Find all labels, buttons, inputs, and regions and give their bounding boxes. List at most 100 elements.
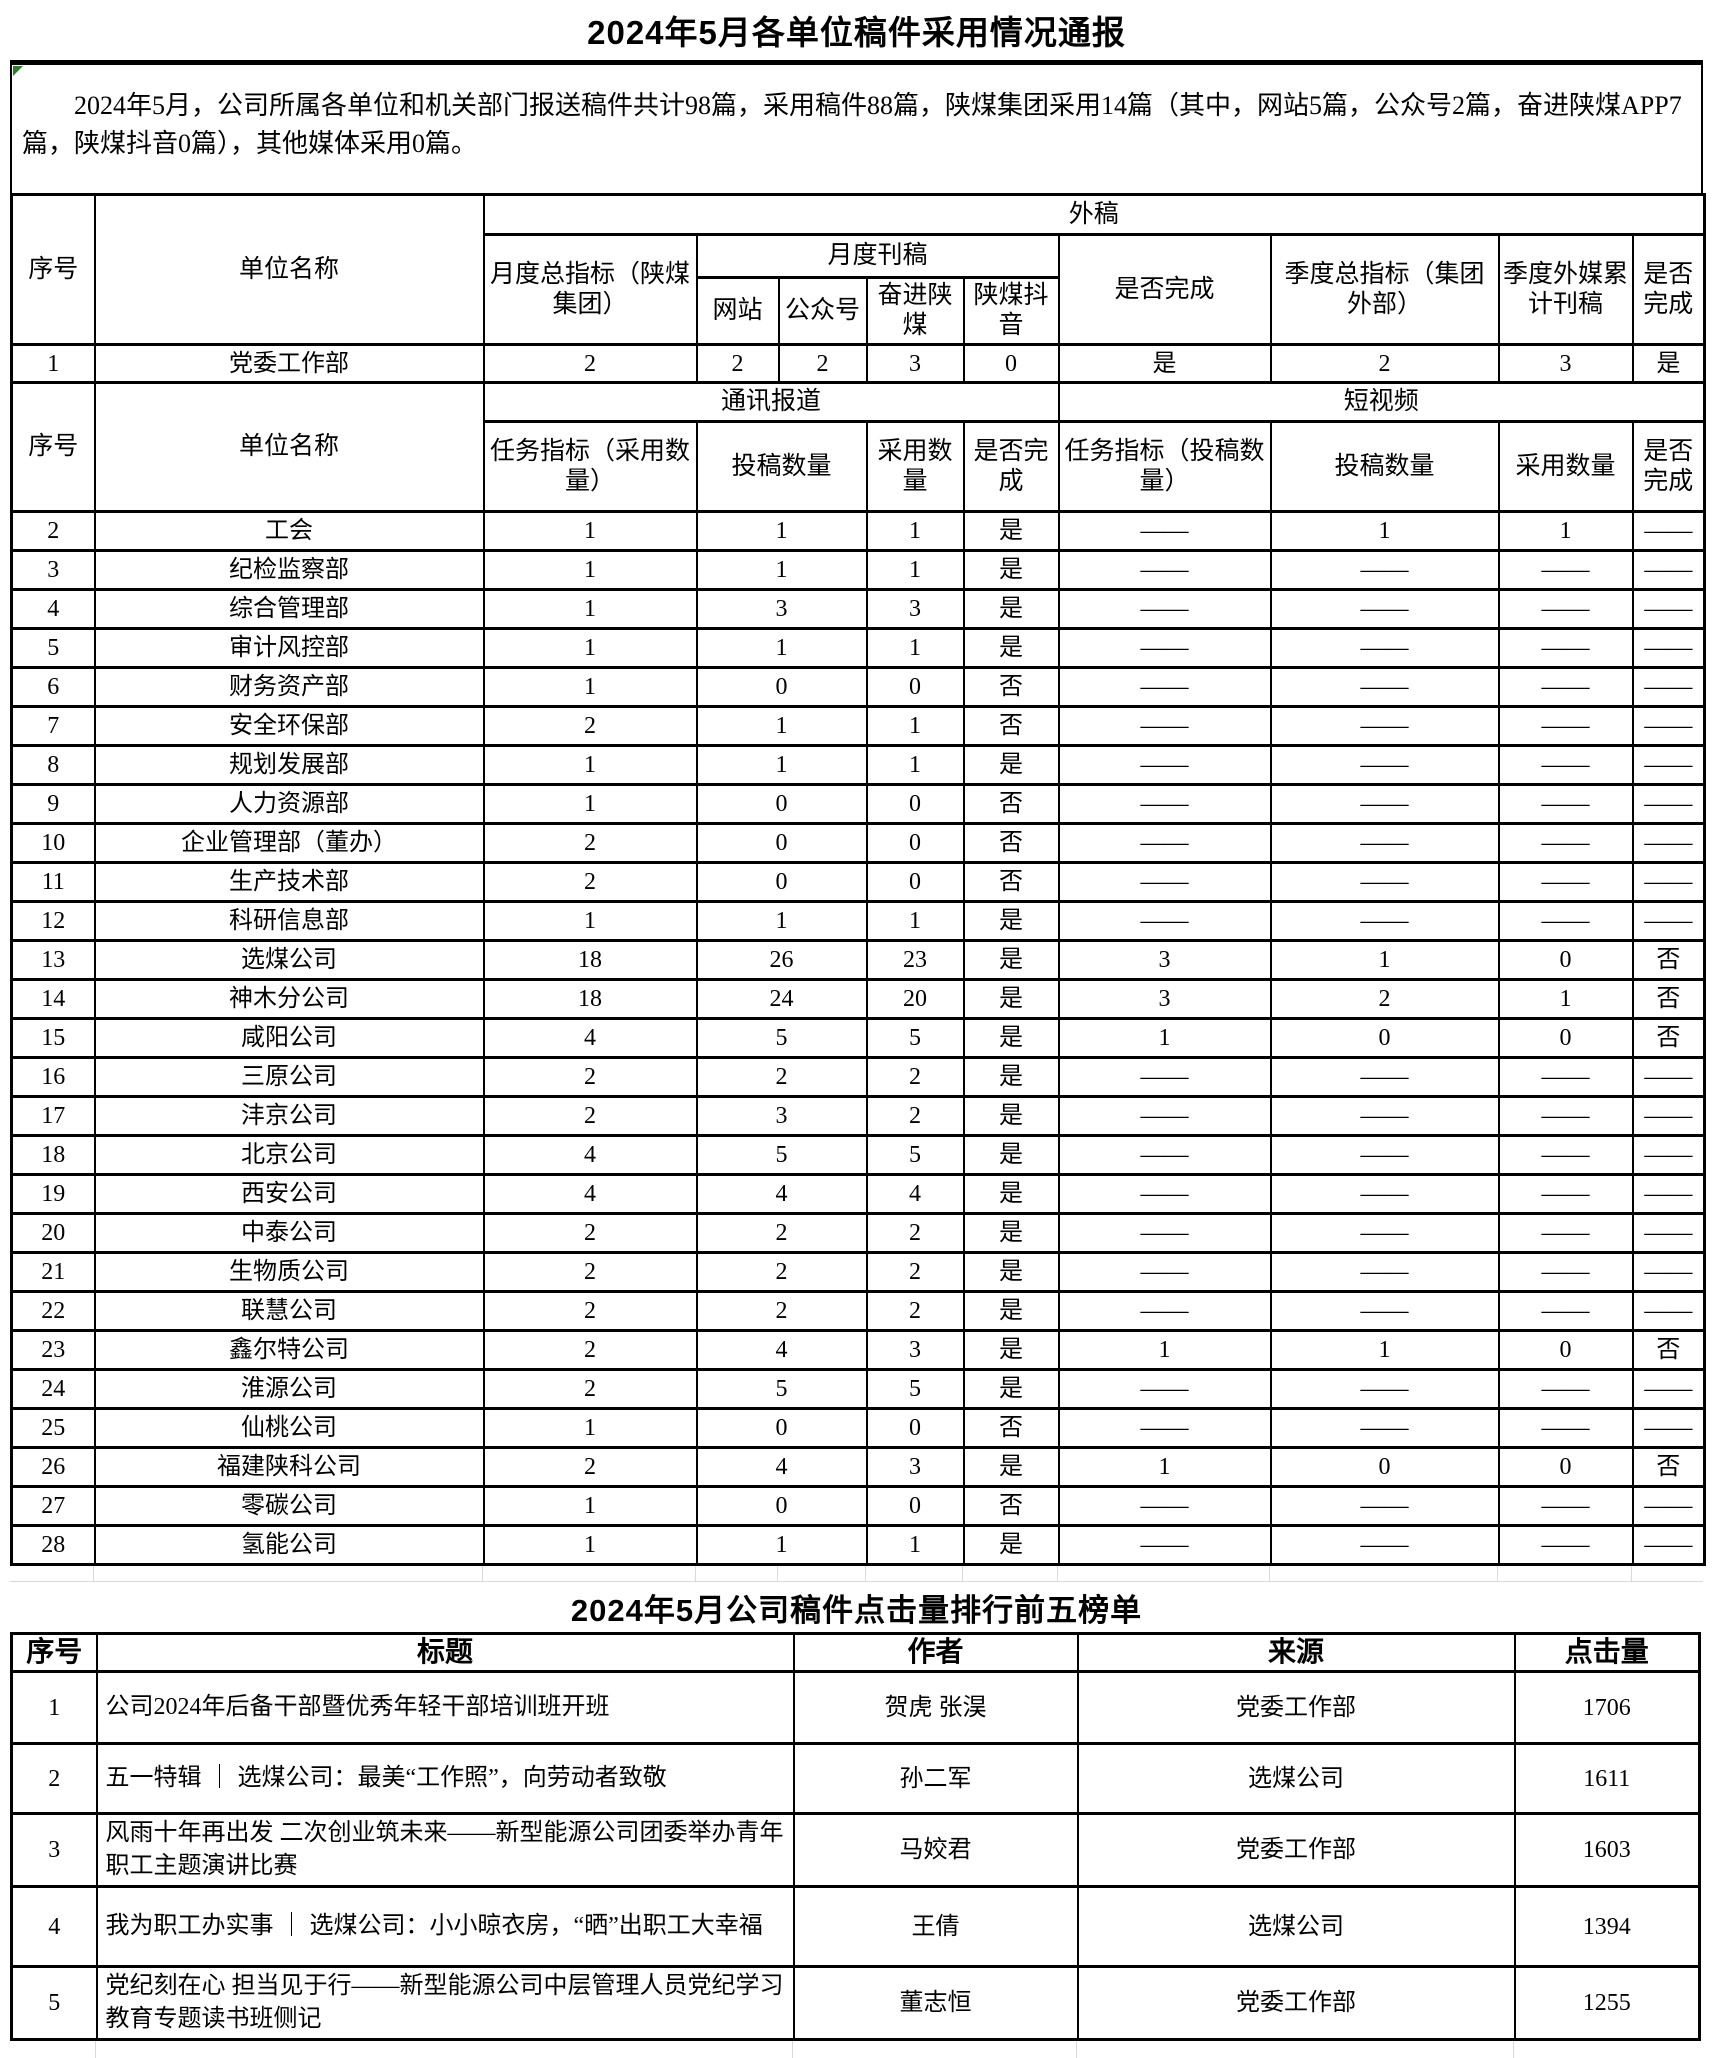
ranking-row: 4 我为职工办实事 ｜ 选煤公司：小小晾衣房，“晒”出职工大幸福 王倩 选煤公司 139… <box>10 1885 1701 1968</box>
col-header-website: 网站 <box>695 276 780 346</box>
value-cell: 2 <box>482 1251 698 1293</box>
value-cell: —— <box>1631 1212 1706 1254</box>
value-cell: 0 <box>695 822 868 864</box>
value-cell: 是 <box>962 588 1060 630</box>
rank-serial-cell: 4 <box>10 1885 98 1968</box>
value-cell: —— <box>1057 1056 1272 1098</box>
value-cell: —— <box>1631 900 1706 942</box>
value-cell: —— <box>1269 744 1500 786</box>
value-cell: —— <box>1057 1212 1272 1254</box>
value-cell: 是 <box>962 939 1060 981</box>
band-header-external: 外稿 <box>482 193 1706 236</box>
unit-name-cell: 生物质公司 <box>93 1251 485 1293</box>
unit-name-cell: 科研信息部 <box>93 900 485 942</box>
value-cell: 0 <box>1497 1446 1634 1488</box>
value-cell: —— <box>1631 1251 1706 1293</box>
value-cell: —— <box>1497 627 1634 669</box>
article-title-cell: 五一特辑 ｜ 选煤公司：最美“工作照”，向劳动者致敬 <box>95 1742 795 1815</box>
value-cell: 3 <box>865 1446 965 1488</box>
value-cell: 1 <box>865 1524 965 1566</box>
article-title-cell: 风雨十年再出发 二次创业筑未来——新型能源公司团委举办青年职工主题演讲比赛 <box>95 1812 795 1888</box>
value-cell: 24 <box>695 978 868 1020</box>
value-cell: 1 <box>1497 978 1634 1020</box>
value-cell: 2 <box>695 1212 868 1254</box>
rank-header-title: 标题 <box>95 1632 795 1673</box>
value-cell: —— <box>1057 1368 1272 1410</box>
serial-cell: 10 <box>10 822 96 864</box>
value-cell: —— <box>1497 1056 1634 1098</box>
serial-cell: 1 <box>10 343 96 384</box>
value-cell: 0 <box>865 1485 965 1527</box>
value-cell: 2 <box>865 1095 965 1137</box>
value-cell: —— <box>1631 588 1706 630</box>
article-title-cell: 公司2024年后备干部暨优秀年轻干部培训班开班 <box>95 1670 795 1745</box>
value-cell: —— <box>1497 1524 1634 1566</box>
serial-cell: 19 <box>10 1173 96 1215</box>
unit-row: 10 企业管理部（董办） 2 0 0 否 —— —— —— —— <box>10 822 1706 864</box>
value-cell: —— <box>1269 1056 1500 1098</box>
value-cell: 1 <box>695 705 868 747</box>
clicks-cell: 1255 <box>1513 1965 1701 2041</box>
value-cell: 2 <box>695 1251 868 1293</box>
unit-name-cell: 联慧公司 <box>93 1290 485 1332</box>
rank-serial-cell: 5 <box>10 1965 98 2041</box>
value-cell: 2 <box>482 822 698 864</box>
value-cell: 5 <box>865 1017 965 1059</box>
value-cell: 2 <box>482 1095 698 1137</box>
value-cell: 0 <box>1269 1017 1500 1059</box>
value-cell: 2 <box>695 1290 868 1332</box>
value-cell: 是 <box>962 510 1060 552</box>
value-cell: 3 <box>1057 978 1272 1020</box>
unit-name-cell: 工会 <box>93 510 485 552</box>
rank-header-clicks: 点击量 <box>1513 1632 1701 1673</box>
value-cell: —— <box>1631 627 1706 669</box>
value-cell: 否 <box>962 666 1060 708</box>
value-cell: —— <box>1057 1173 1272 1215</box>
col-header-serial: 序号 <box>10 193 96 346</box>
source-cell: 党委工作部 <box>1076 1670 1516 1745</box>
value-cell: 5 <box>695 1368 868 1410</box>
unit-row: 14 神木分公司 18 24 20 是 3 2 1 否 <box>10 978 1706 1020</box>
band-header-monthly-pub: 月度刊稿 <box>695 233 1060 279</box>
value-cell: 1 <box>865 900 965 942</box>
col-header-unit-name-2: 单位名称 <box>93 381 485 513</box>
value-cell: 0 <box>695 783 868 825</box>
value-cell: —— <box>1631 1524 1706 1566</box>
unit-name-cell: 综合管理部 <box>93 588 485 630</box>
col-header-quarter-total: 季度总指标（集团外部） <box>1269 233 1500 346</box>
col-header-serial-2: 序号 <box>10 381 96 513</box>
value-cell: 1 <box>695 744 868 786</box>
value-cell: 1 <box>482 510 698 552</box>
serial-cell: 24 <box>10 1368 96 1410</box>
value-cell: —— <box>1269 1290 1500 1332</box>
value-cell: 1 <box>865 744 965 786</box>
value-cell: 18 <box>482 978 698 1020</box>
clicks-cell: 1394 <box>1513 1885 1701 1968</box>
unit-row: 6 财务资产部 1 0 0 否 —— —— —— —— <box>10 666 1706 708</box>
value-cell: —— <box>1497 1095 1634 1137</box>
unit-row: 22 联慧公司 2 2 2 是 —— —— —— —— <box>10 1290 1706 1332</box>
value-cell: —— <box>1057 861 1272 903</box>
value-cell: 1 <box>695 627 868 669</box>
value-cell: 4 <box>482 1173 698 1215</box>
author-cell: 贺虎 张淏 <box>792 1670 1079 1745</box>
value-cell: 是 <box>1057 343 1272 384</box>
value-cell: —— <box>1057 1251 1272 1293</box>
value-cell: 4 <box>695 1329 868 1371</box>
unit-row: 8 规划发展部 1 1 1 是 —— —— —— —— <box>10 744 1706 786</box>
clicks-cell: 1706 <box>1513 1670 1701 1745</box>
unit-name-cell: 人力资源部 <box>93 783 485 825</box>
value-cell: 1 <box>1269 939 1500 981</box>
value-cell: 0 <box>865 822 965 864</box>
unit-row: 26 福建陕科公司 2 4 3 是 1 0 0 否 <box>10 1446 1706 1488</box>
value-cell: —— <box>1631 822 1706 864</box>
rank-serial-cell: 2 <box>10 1742 98 1815</box>
value-cell: 是 <box>962 1290 1060 1332</box>
serial-cell: 15 <box>10 1017 96 1059</box>
value-cell: 是 <box>962 900 1060 942</box>
author-cell: 王倩 <box>792 1885 1079 1968</box>
value-cell: —— <box>1631 705 1706 747</box>
value-cell: 1 <box>1269 510 1500 552</box>
value-cell: —— <box>1269 1212 1500 1254</box>
value-cell: 1 <box>482 666 698 708</box>
